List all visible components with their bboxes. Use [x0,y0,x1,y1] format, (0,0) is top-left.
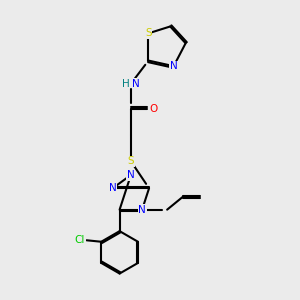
Text: N: N [127,170,135,180]
Text: S: S [145,28,152,38]
Text: N: N [138,205,146,215]
Text: H: H [122,79,129,89]
Text: O: O [149,104,158,114]
Text: N: N [132,79,140,89]
Text: S: S [128,156,134,166]
Text: N: N [170,61,178,71]
Text: Cl: Cl [75,235,85,245]
Text: N: N [109,183,116,193]
